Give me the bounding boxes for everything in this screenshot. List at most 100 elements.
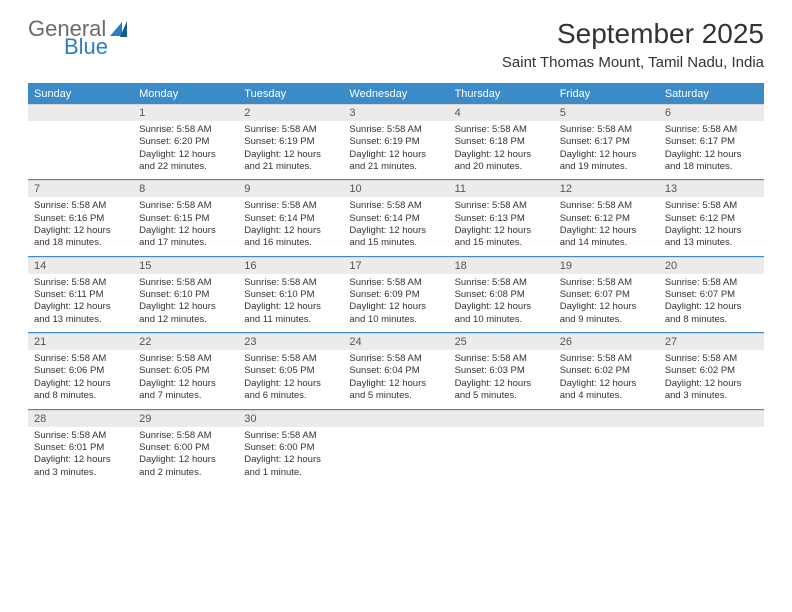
day-cell (554, 427, 659, 485)
day-cell: Sunrise: 5:58 AMSunset: 6:00 PMDaylight:… (238, 427, 343, 485)
daynum-band: 14151617181920 (28, 257, 764, 274)
daynum-cell: 17 (343, 258, 448, 274)
day-cell: Sunrise: 5:58 AMSunset: 6:17 PMDaylight:… (659, 121, 764, 179)
daynum-cell: 21 (28, 334, 133, 350)
content-band: Sunrise: 5:58 AMSunset: 6:20 PMDaylight:… (28, 121, 764, 179)
day-cell: Sunrise: 5:58 AMSunset: 6:06 PMDaylight:… (28, 350, 133, 408)
day-cell: Sunrise: 5:58 AMSunset: 6:14 PMDaylight:… (343, 197, 448, 255)
daynum-cell: 6 (659, 105, 764, 121)
day-header: Friday (554, 84, 659, 104)
day-cell: Sunrise: 5:58 AMSunset: 6:01 PMDaylight:… (28, 427, 133, 485)
daynum-cell: 9 (238, 181, 343, 197)
day-cell (343, 427, 448, 485)
daynum-cell (659, 411, 764, 427)
logo: General Blue (28, 18, 127, 58)
daynum-band: 282930 (28, 410, 764, 427)
logo-text-blue: Blue (64, 36, 108, 58)
daynum-cell: 5 (554, 105, 659, 121)
daynum-cell (554, 411, 659, 427)
month-title: September 2025 (502, 18, 764, 50)
week-block: 78910111213Sunrise: 5:58 AMSunset: 6:16 … (28, 180, 764, 256)
daynum-cell: 14 (28, 258, 133, 274)
day-cell: Sunrise: 5:58 AMSunset: 6:14 PMDaylight:… (238, 197, 343, 255)
day-cell: Sunrise: 5:58 AMSunset: 6:13 PMDaylight:… (449, 197, 554, 255)
day-cell: Sunrise: 5:58 AMSunset: 6:02 PMDaylight:… (659, 350, 764, 408)
day-header: Thursday (449, 84, 554, 104)
day-cell: Sunrise: 5:58 AMSunset: 6:19 PMDaylight:… (343, 121, 448, 179)
day-header: Wednesday (343, 84, 448, 104)
day-header: Saturday (659, 84, 764, 104)
daynum-cell: 18 (449, 258, 554, 274)
daynum-cell: 19 (554, 258, 659, 274)
daynum-cell: 4 (449, 105, 554, 121)
day-cell: Sunrise: 5:58 AMSunset: 6:20 PMDaylight:… (133, 121, 238, 179)
day-header: Tuesday (238, 84, 343, 104)
daynum-cell: 1 (133, 105, 238, 121)
logo-triangle2-icon (120, 21, 127, 37)
weeks-container: 123456Sunrise: 5:58 AMSunset: 6:20 PMDay… (28, 104, 764, 485)
location: Saint Thomas Mount, Tamil Nadu, India (502, 54, 764, 71)
day-cell: Sunrise: 5:58 AMSunset: 6:17 PMDaylight:… (554, 121, 659, 179)
daynum-cell (28, 105, 133, 121)
daynum-cell: 22 (133, 334, 238, 350)
day-cell: Sunrise: 5:58 AMSunset: 6:15 PMDaylight:… (133, 197, 238, 255)
day-cell: Sunrise: 5:58 AMSunset: 6:18 PMDaylight:… (449, 121, 554, 179)
day-cell: Sunrise: 5:58 AMSunset: 6:05 PMDaylight:… (238, 350, 343, 408)
daynum-cell: 10 (343, 181, 448, 197)
daynum-cell: 20 (659, 258, 764, 274)
week-block: 21222324252627Sunrise: 5:58 AMSunset: 6:… (28, 333, 764, 409)
calendar: SundayMondayTuesdayWednesdayThursdayFrid… (0, 83, 792, 485)
day-cell: Sunrise: 5:58 AMSunset: 6:00 PMDaylight:… (133, 427, 238, 485)
header: General Blue September 2025 Saint Thomas… (0, 0, 792, 77)
day-cell: Sunrise: 5:58 AMSunset: 6:12 PMDaylight:… (659, 197, 764, 255)
daynum-cell: 30 (238, 411, 343, 427)
day-cell (659, 427, 764, 485)
day-cell: Sunrise: 5:58 AMSunset: 6:10 PMDaylight:… (133, 274, 238, 332)
day-header: Sunday (28, 84, 133, 104)
content-band: Sunrise: 5:58 AMSunset: 6:01 PMDaylight:… (28, 427, 764, 485)
daynum-cell: 26 (554, 334, 659, 350)
daynum-cell (449, 411, 554, 427)
day-cell: Sunrise: 5:58 AMSunset: 6:07 PMDaylight:… (554, 274, 659, 332)
day-cell: Sunrise: 5:58 AMSunset: 6:19 PMDaylight:… (238, 121, 343, 179)
day-cell: Sunrise: 5:58 AMSunset: 6:05 PMDaylight:… (133, 350, 238, 408)
day-cell (449, 427, 554, 485)
daynum-cell: 12 (554, 181, 659, 197)
daynum-cell: 27 (659, 334, 764, 350)
day-cell: Sunrise: 5:58 AMSunset: 6:08 PMDaylight:… (449, 274, 554, 332)
day-cell: Sunrise: 5:58 AMSunset: 6:03 PMDaylight:… (449, 350, 554, 408)
daynum-cell: 8 (133, 181, 238, 197)
daynum-cell: 13 (659, 181, 764, 197)
content-band: Sunrise: 5:58 AMSunset: 6:16 PMDaylight:… (28, 197, 764, 255)
daynum-cell: 2 (238, 105, 343, 121)
content-band: Sunrise: 5:58 AMSunset: 6:11 PMDaylight:… (28, 274, 764, 332)
week-block: 282930Sunrise: 5:58 AMSunset: 6:01 PMDay… (28, 410, 764, 485)
day-cell: Sunrise: 5:58 AMSunset: 6:07 PMDaylight:… (659, 274, 764, 332)
title-area: September 2025 Saint Thomas Mount, Tamil… (502, 18, 764, 71)
day-cell: Sunrise: 5:58 AMSunset: 6:09 PMDaylight:… (343, 274, 448, 332)
content-band: Sunrise: 5:58 AMSunset: 6:06 PMDaylight:… (28, 350, 764, 408)
daynum-cell: 28 (28, 411, 133, 427)
day-cell: Sunrise: 5:58 AMSunset: 6:11 PMDaylight:… (28, 274, 133, 332)
daynum-cell: 16 (238, 258, 343, 274)
week-block: 123456Sunrise: 5:58 AMSunset: 6:20 PMDay… (28, 104, 764, 180)
daynum-cell: 29 (133, 411, 238, 427)
daynum-cell: 15 (133, 258, 238, 274)
daynum-cell: 25 (449, 334, 554, 350)
daynum-band: 21222324252627 (28, 333, 764, 350)
day-cell (28, 121, 133, 179)
daynum-cell: 11 (449, 181, 554, 197)
day-cell: Sunrise: 5:58 AMSunset: 6:02 PMDaylight:… (554, 350, 659, 408)
day-cell: Sunrise: 5:58 AMSunset: 6:04 PMDaylight:… (343, 350, 448, 408)
daynum-band: 123456 (28, 104, 764, 121)
week-block: 14151617181920Sunrise: 5:58 AMSunset: 6:… (28, 257, 764, 333)
day-header-row: SundayMondayTuesdayWednesdayThursdayFrid… (28, 83, 764, 104)
daynum-band: 78910111213 (28, 180, 764, 197)
day-cell: Sunrise: 5:58 AMSunset: 6:16 PMDaylight:… (28, 197, 133, 255)
day-header: Monday (133, 84, 238, 104)
daynum-cell: 7 (28, 181, 133, 197)
day-cell: Sunrise: 5:58 AMSunset: 6:12 PMDaylight:… (554, 197, 659, 255)
day-cell: Sunrise: 5:58 AMSunset: 6:10 PMDaylight:… (238, 274, 343, 332)
daynum-cell: 24 (343, 334, 448, 350)
daynum-cell: 23 (238, 334, 343, 350)
